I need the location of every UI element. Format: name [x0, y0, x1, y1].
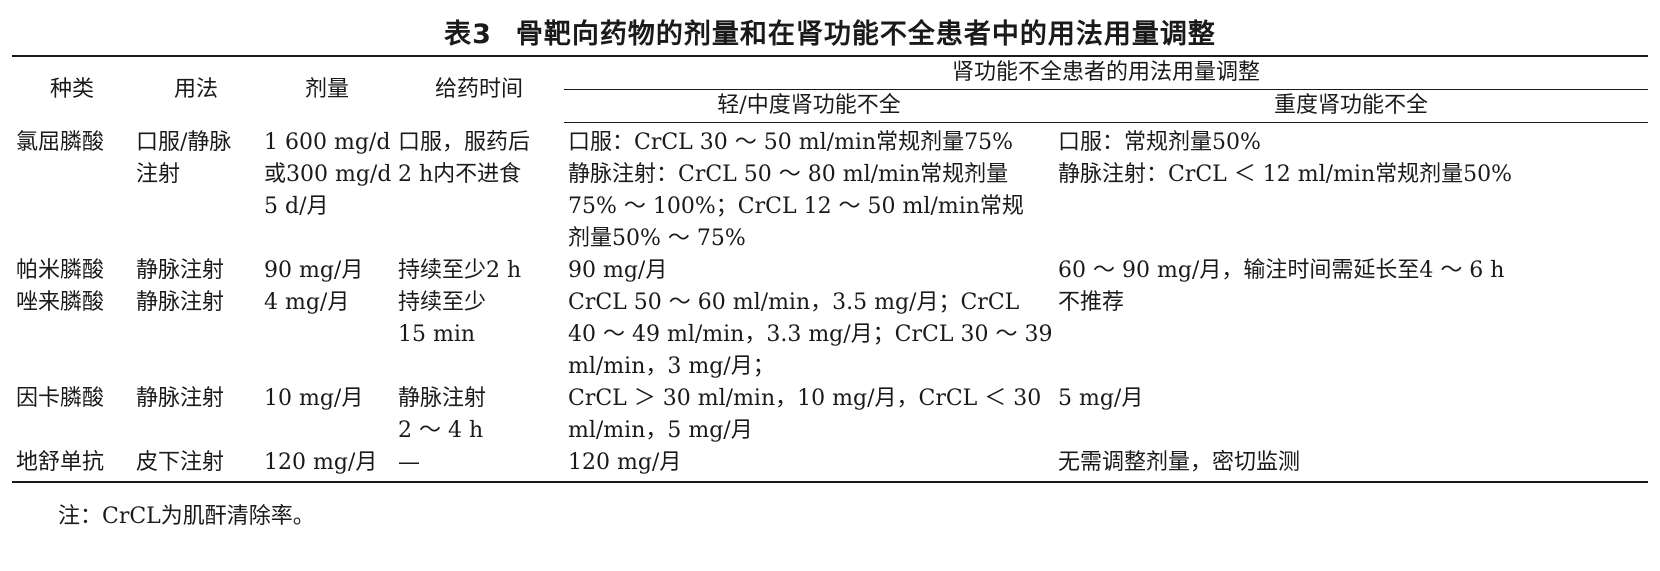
cell-line: 皮下注射 — [136, 450, 225, 475]
cell-timing: 静脉注射 2 ～ 4 h — [394, 383, 564, 447]
cell-line: 5 mg/月 — [1058, 386, 1144, 411]
header-mild-moderate: 轻/中度肾功能不全 — [564, 89, 1054, 123]
cell-line: CrCL ＞ 30 ml/min，10 mg/月，CrCL ＜ 30 — [568, 386, 1042, 411]
cell-type: 帕米膦酸 — [16, 258, 105, 283]
cell-mild: CrCL ＞ 30 ml/min，10 mg/月，CrCL ＜ 30 ml/min… — [564, 383, 1054, 447]
cell-line: 10 mg/月 — [264, 386, 364, 411]
cell-mild: 120 mg/月 — [564, 447, 1054, 483]
cell-mild: 90 mg/月 — [564, 255, 1054, 287]
table-title-text: 骨靶向药物的剂量和在肾功能不全患者中的用法用量调整 — [515, 19, 1216, 50]
header-timing: 给药时间 — [394, 55, 564, 123]
table-number: 表3 — [444, 19, 492, 50]
table-row: 帕米膦酸 静脉注射 90 mg/月 持续至少2 h 90 mg/月 60 ～ 90 mg/… — [12, 255, 1648, 287]
cell-timing: 持续至少 15 min — [394, 287, 564, 383]
header-type: 种类 — [12, 55, 132, 123]
cell-line: 静脉注射：CrCL 50 ～ 80 ml/min常规剂量 — [568, 162, 1009, 187]
cell-usage: 静脉注射 — [132, 255, 260, 287]
cell-line: 注射 — [136, 161, 181, 187]
cell-dose: 90 mg/月 — [260, 255, 394, 287]
cell-type: 因卡膦酸 — [16, 386, 105, 411]
cell-severe: 5 mg/月 — [1054, 383, 1648, 447]
header-usage: 用法 — [132, 55, 260, 123]
cell-usage: 口服/静脉注射 — [132, 123, 260, 256]
cell-line: 口服：常规剂量50% — [1058, 130, 1261, 155]
cell-line: ml/min，3 mg/月； — [568, 354, 775, 379]
cell-mild: 口服：CrCL 30 ～ 50 ml/min常规剂量75% 静脉注射：CrCL 5… — [564, 123, 1054, 256]
cell-timing: 持续至少2 h — [394, 255, 564, 287]
cell-line: 剂量50% ～ 75% — [568, 226, 746, 251]
table-footnote: 注：CrCL为肌酐清除率。 — [58, 504, 315, 529]
table-row: 唑来膦酸 静脉注射 4 mg/月 持续至少 15 min CrCL 50 ～ 60 ml/… — [12, 287, 1648, 383]
table-row: 地舒单抗 皮下注射 120 mg/月 — 120 mg/月 无需调整剂量，密切监测 — [12, 447, 1649, 483]
cell-line: 1 600 mg/d — [264, 129, 391, 155]
cell-dose: 10 mg/月 — [260, 383, 394, 447]
cell-line: 口服，服药后 — [398, 129, 531, 155]
dosage-table: 种类 用法 剂量 给药时间 肾功能不全患者的用法用量调整 轻/中度肾功能不全 重… — [12, 55, 1649, 483]
cell-line: 5 d/月 — [264, 193, 329, 219]
cell-line: 或300 mg/d， — [264, 161, 394, 187]
cell-severe: 60 ～ 90 mg/月，输注时间需延长至4 ～ 6 h — [1054, 255, 1648, 287]
cell-type: 地舒单抗 — [12, 447, 132, 483]
cell-severe: 无需调整剂量，密切监测 — [1054, 447, 1649, 483]
cell-line: 4 mg/月 — [264, 290, 350, 315]
cell-dose: 120 mg/月 — [260, 447, 394, 483]
cell-line: 无需调整剂量，密切监测 — [1058, 450, 1301, 475]
cell-line: 15 min — [398, 322, 476, 347]
cell-dose: 1 600 mg/d 或300 mg/d， 5 d/月 — [260, 123, 394, 256]
cell-line: 静脉注射 — [136, 290, 225, 315]
cell-line: 2 h内不进食 — [398, 161, 522, 187]
cell-type: 唑来膦酸 — [16, 290, 105, 315]
cell-line: ml/min，5 mg/月 — [568, 418, 753, 443]
cell-line: 90 mg/月 — [264, 258, 364, 283]
cell-line: 60 ～ 90 mg/月，输注时间需延长至4 ～ 6 h — [1058, 258, 1505, 283]
cell-usage: 皮下注射 — [132, 447, 260, 483]
header-severe: 重度肾功能不全 — [1054, 89, 1649, 123]
cell-line: 静脉注射：CrCL ＜ 12 ml/min常规剂量50% — [1058, 162, 1513, 187]
cell-line: 120 mg/月 — [568, 450, 682, 475]
cell-line: — — [398, 450, 420, 475]
cell-line: 90 mg/月 — [568, 258, 668, 283]
cell-usage: 静脉注射 — [132, 287, 260, 383]
cell-line: 持续至少 — [398, 290, 487, 315]
cell-timing: — — [394, 447, 564, 483]
cell-line: 40 ～ 49 ml/min，3.3 mg/月；CrCL 30 ～ 39 — [568, 322, 1053, 347]
cell-type: 氯屈膦酸 — [16, 129, 105, 155]
cell-line: 静脉注射 — [136, 258, 225, 283]
cell-line: 120 mg/月 — [264, 450, 378, 475]
cell-dose: 4 mg/月 — [260, 287, 394, 383]
cell-line: 不推荐 — [1058, 290, 1125, 315]
cell-line: 口服/静脉 — [136, 129, 232, 155]
cell-line: 静脉注射 — [136, 386, 225, 411]
table-row: 因卡膦酸 静脉注射 10 mg/月 静脉注射 2 ～ 4 h CrCL ＞ 30 ml/m… — [12, 383, 1648, 447]
header-renal-adjustment: 肾功能不全患者的用法用量调整 — [564, 55, 1649, 90]
cell-line: 持续至少2 h — [398, 258, 522, 283]
cell-severe: 不推荐 — [1054, 287, 1648, 383]
cell-line: 静脉注射 — [398, 386, 487, 411]
cell-line: 口服：CrCL 30 ～ 50 ml/min常规剂量75% — [568, 130, 1014, 155]
cell-line: 75% ～ 100%；CrCL 12 ～ 50 ml/min常规 — [568, 194, 1024, 219]
header-dose: 剂量 — [260, 55, 394, 123]
cell-line: 2 ～ 4 h — [398, 418, 484, 443]
cell-line: CrCL 50 ～ 60 ml/min，3.5 mg/月；CrCL — [568, 290, 1020, 315]
cell-timing: 口服，服药后 2 h内不进食 — [394, 123, 564, 256]
table-title: 表3 骨靶向药物的剂量和在肾功能不全患者中的用法用量调整 — [0, 12, 1660, 51]
cell-severe: 口服：常规剂量50% 静脉注射：CrCL ＜ 12 ml/min常规剂量50% — [1054, 123, 1648, 256]
cell-usage: 静脉注射 — [132, 383, 260, 447]
cell-mild: CrCL 50 ～ 60 ml/min，3.5 mg/月；CrCL 40 ～ 49… — [564, 287, 1054, 383]
